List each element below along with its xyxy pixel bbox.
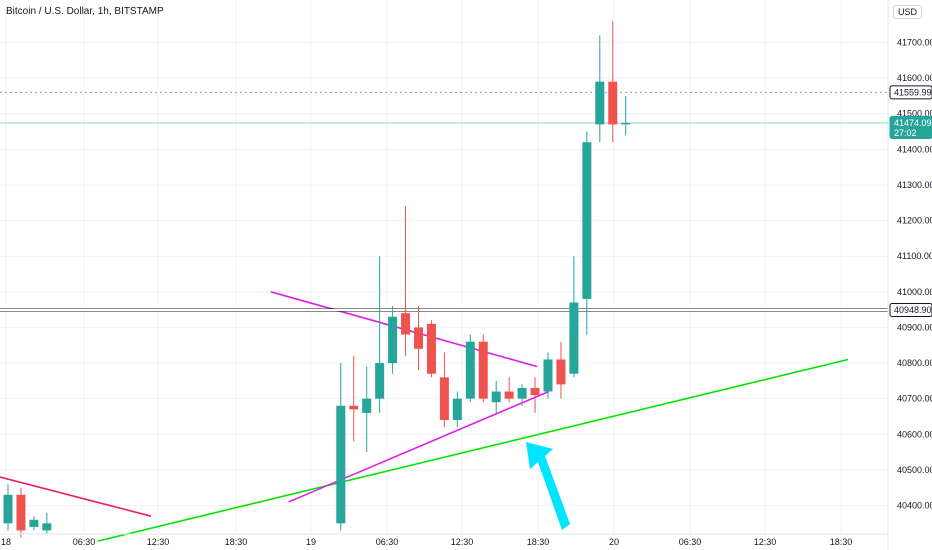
time-tick-label: 06:30 [73, 537, 96, 547]
price-tag-last-countdown: 27:02 [894, 128, 917, 138]
time-tick-label: 18 [1, 537, 11, 547]
price-axis[interactable] [0, 0, 889, 550]
candle-body [530, 387, 540, 396]
price-tick-label: 40600.00 [897, 429, 932, 439]
candle-body [556, 359, 566, 385]
price-tick-label: 41500.00 [897, 109, 932, 119]
price-ticks: 41700.00 41600.00 41500.00 41400.00 41300.00… [897, 37, 932, 510]
price-tick-label: 40500.00 [897, 465, 932, 475]
time-tick-label: 18:30 [225, 537, 248, 547]
time-tick-label: 12:30 [147, 537, 170, 547]
time-ticks: 18 06:30 12:30 18:30 19 06:30 12:30 18:30 20 06:3… [1, 537, 852, 547]
time-tick-label: 18:30 [830, 537, 853, 547]
price-tick-label: 41200.00 [897, 216, 932, 226]
price-tick-label: 41400.00 [897, 144, 932, 154]
currency-unit-button[interactable]: USD [892, 5, 922, 19]
candle-body [478, 341, 488, 399]
candle-body [362, 398, 372, 413]
price-tick-label: 41000.00 [897, 287, 932, 297]
candle-body [608, 81, 618, 125]
trendline-downtrend [0, 476, 152, 517]
candle-body [29, 519, 39, 527]
time-tick-label: 20 [609, 537, 619, 547]
horizontal-lines [0, 91, 888, 312]
candle-body [504, 391, 514, 399]
price-tick-label: 41100.00 [897, 251, 932, 261]
time-tick-label: 18:30 [527, 537, 550, 547]
time-tick-label: 06:30 [679, 537, 702, 547]
trendline-support [97, 358, 849, 542]
price-tag-level: 40948.90 [894, 305, 932, 315]
price-tick-label: 40800.00 [897, 358, 932, 368]
candle-body [426, 323, 436, 374]
price-tag-high: 41559.99 [894, 87, 932, 97]
candle-body [452, 398, 462, 421]
arrow-icon [526, 442, 570, 530]
symbol-title[interactable]: Bitcoin / U.S. Dollar, 1h, BITSTAMP [6, 6, 164, 17]
time-tick-label: 06:30 [376, 537, 399, 547]
candle-body [517, 387, 527, 399]
time-tick-label: 12:30 [451, 537, 474, 547]
price-tick-label: 40900.00 [897, 322, 932, 332]
grid-lines [0, 0, 888, 534]
candle-body [491, 391, 501, 403]
price-tag-high-bg [889, 85, 932, 100]
candle-body [621, 122, 631, 125]
candle-body [414, 327, 423, 349]
candle-body [336, 405, 346, 524]
candle-body [543, 359, 553, 392]
candle-body [42, 523, 52, 531]
candle-body [3, 494, 13, 524]
arrow-annotation [526, 442, 570, 530]
price-tag-last: 41474.09 [894, 118, 932, 128]
candle-body [388, 316, 398, 364]
candle-body [465, 341, 475, 399]
trendlines [0, 291, 849, 542]
time-tick-label: 19 [306, 537, 316, 547]
candle-body [349, 405, 359, 410]
time-tick-label: 12:30 [754, 537, 777, 547]
price-tick-label: 41600.00 [897, 73, 932, 83]
candle-body [439, 377, 449, 421]
candle-body [16, 494, 26, 531]
trendline-triangle-lower [288, 390, 550, 503]
price-tag-last-bg [889, 115, 932, 139]
candle-body [375, 363, 385, 399]
price-tick-label: 40400.00 [897, 501, 932, 511]
price-tick-label: 41300.00 [897, 180, 932, 190]
candle-body [595, 81, 605, 125]
price-tick-label: 41700.00 [897, 37, 932, 47]
candles [3, 21, 631, 538]
price-tag-level-bg [889, 303, 932, 318]
candle-body [401, 313, 411, 335]
candle-body [569, 302, 579, 374]
candle-body [582, 142, 592, 299]
price-tick-label: 40700.00 [897, 394, 932, 404]
